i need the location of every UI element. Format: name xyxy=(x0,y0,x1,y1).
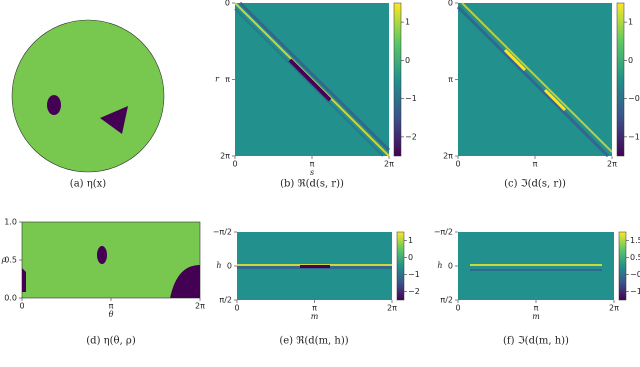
caption: (e) ℜ(d(m, h)) xyxy=(279,336,348,347)
y-tick-label: 2π xyxy=(443,152,453,161)
x-tick-label: 2π xyxy=(384,160,394,169)
y-tick-label: 2π xyxy=(220,152,230,161)
y-tick-label: 0 xyxy=(448,0,453,8)
y-tick-label: π/2 xyxy=(440,296,453,305)
colorbar-tick-label: −0.5 xyxy=(630,270,640,279)
y-tick-label: −π/2 xyxy=(213,228,232,237)
colorbar xyxy=(616,2,625,157)
colorbar-tick-label: −1.5 xyxy=(630,287,640,296)
x-tick-label: 2π xyxy=(607,160,617,169)
x-tick-label: π xyxy=(310,160,315,169)
colorbar xyxy=(393,2,402,157)
x-tick-label: π xyxy=(534,304,539,313)
y-label: ρ xyxy=(1,255,7,264)
y-tick-label: π/2 xyxy=(219,296,232,305)
heatmap xyxy=(456,2,613,158)
colorbar xyxy=(396,231,405,301)
colorbar-tick-label: −2 xyxy=(408,287,420,296)
y-label: h xyxy=(437,261,442,270)
x-tick-label: 2π xyxy=(195,302,205,311)
x-tick-label: 0 xyxy=(232,160,237,169)
colorbar-tick-label: −1 xyxy=(408,270,420,279)
colorbar-tick-label: 0 xyxy=(628,56,633,65)
colorbar-tick-label: −0.5 xyxy=(628,94,640,103)
y-tick-label: π xyxy=(225,75,230,84)
colorbar-tick-label: 0 xyxy=(408,253,413,262)
y-tick-label: 0.5 xyxy=(4,256,17,265)
x-tick-label: π xyxy=(312,304,317,313)
colorbar-tick-label: −2 xyxy=(405,132,417,141)
caption: (b) ℜ(d(s, r)) xyxy=(280,179,344,190)
y-label: h xyxy=(216,261,221,270)
heatmap xyxy=(234,1,391,157)
caption: (f) ℑ(d(m, h)) xyxy=(503,336,569,347)
x-tick-label: 0 xyxy=(19,302,24,311)
x-tick-label: 2π xyxy=(609,304,619,313)
colorbar-tick-label: 0 xyxy=(405,56,410,65)
x-label: s xyxy=(310,168,314,177)
x-tick-label: 0 xyxy=(455,304,460,313)
colorbar-tick-label: 1 xyxy=(405,18,410,27)
disk-image xyxy=(11,19,165,173)
x-tick-label: π xyxy=(533,160,538,169)
x-label: m xyxy=(311,312,319,321)
x-label: m xyxy=(532,312,540,321)
colorbar-tick-label: −1.5 xyxy=(628,132,640,141)
colorbar-tick-label: 1.5 xyxy=(630,236,640,245)
y-tick-label: 0 xyxy=(227,262,232,271)
x-tick-label: 2π xyxy=(387,304,397,313)
heatmap xyxy=(458,232,614,300)
y-tick-label: 0 xyxy=(448,262,453,271)
colorbar-tick-label: −1 xyxy=(405,94,417,103)
colorbar-tick-label: 1 xyxy=(628,18,633,27)
colorbar-tick-label: 1 xyxy=(408,236,413,245)
y-tick-label: 0 xyxy=(225,0,230,8)
y-label: r xyxy=(215,75,220,84)
y-tick-label: π xyxy=(448,75,453,84)
y-tick-label: 1.0 xyxy=(4,218,17,227)
y-tick-label: 0.0 xyxy=(4,294,17,303)
heatmap xyxy=(237,232,392,300)
x-tick-label: π xyxy=(109,302,114,311)
x-tick-label: 0 xyxy=(234,304,239,313)
y-tick-label: −π/2 xyxy=(434,228,453,237)
colorbar-tick-label: 0.5 xyxy=(630,253,640,262)
x-tick-label: 0 xyxy=(455,160,460,169)
caption: (a) η(x) xyxy=(70,179,106,190)
x-label: θ xyxy=(109,310,114,319)
caption: (c) ℑ(d(s, r)) xyxy=(504,179,566,190)
rect-image xyxy=(21,221,201,299)
caption: (d) η(θ, ρ) xyxy=(86,336,136,347)
colorbar xyxy=(618,231,627,301)
